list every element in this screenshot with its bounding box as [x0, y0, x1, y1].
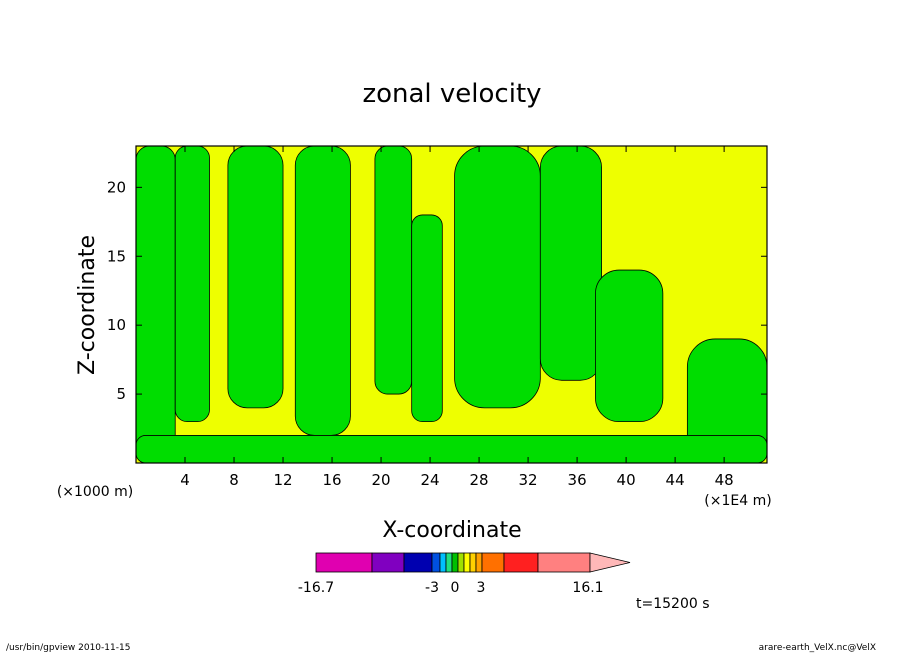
y-tick-label: 15: [107, 247, 126, 265]
colorbar-segment: [457, 552, 465, 573]
colorbar-segment: [475, 552, 483, 573]
colorbar-segment: [451, 552, 459, 573]
colorbar-segment: [481, 552, 505, 573]
x-tick-label: 32: [519, 471, 538, 489]
x-tick-label: 24: [421, 471, 440, 489]
y-tick-label: 20: [107, 178, 126, 196]
contour-region: [374, 146, 413, 395]
colorbar-segment: [537, 552, 591, 573]
colorbar-segment: [315, 552, 373, 573]
colorbar-labels: -16.7 -3 0 3 16.1: [298, 580, 604, 596]
x-tick-label: 48: [715, 471, 734, 489]
colorbar-segment: [371, 552, 405, 573]
colorbar-segment: [469, 552, 477, 573]
colorbar-arrow: [589, 552, 631, 573]
y-axis-label: Z-coordinate: [75, 235, 100, 375]
x-axis-label: X-coordinate: [382, 518, 521, 543]
colorbar-segment: [503, 552, 539, 573]
contour-region: [294, 146, 351, 436]
x-tick-label: 20: [372, 471, 391, 489]
contour-fields: [136, 146, 767, 463]
colorbar-tick-label: 0: [451, 580, 460, 596]
x-tick-label: 8: [229, 471, 239, 489]
colorbar-segment: [431, 552, 441, 573]
x-axis-ticks: 4 8 12 16 20 24 28 32 36 40 44 48: [180, 146, 734, 489]
colorbar-segment: [403, 552, 433, 573]
y-tick-label: 5: [116, 385, 126, 403]
contour-region: [174, 146, 210, 423]
footer-right: arare-earth_VelX.nc@VelX: [759, 643, 876, 653]
colorbar: [315, 552, 631, 573]
contour-region: [454, 146, 541, 409]
x-tick-label: 12: [273, 471, 292, 489]
contour-region: [411, 214, 443, 423]
colorbar-tick-label: -16.7: [298, 580, 334, 596]
colorbar-tick-label: 16.1: [572, 580, 603, 596]
colorbar-segment: [439, 552, 447, 573]
contour-region: [136, 146, 176, 463]
plot-frame: [135, 145, 768, 464]
contour-region: [227, 146, 284, 409]
x-tick-label: 28: [470, 471, 489, 489]
x-tick-label: 4: [180, 471, 190, 489]
chart-title: zonal velocity: [362, 79, 541, 109]
x-tick-label: 36: [568, 471, 587, 489]
contour-region: [595, 269, 664, 423]
y-unit-label: (×1000 m): [57, 484, 133, 500]
contour-region: [539, 146, 602, 381]
colorbar-tick-label: -3: [425, 580, 439, 596]
x-tick-label: 16: [322, 471, 341, 489]
contour-region: [136, 435, 767, 463]
time-label: t=15200 s: [636, 596, 710, 612]
footer-left: /usr/bin/gpview 2010-11-15: [6, 643, 130, 653]
colorbar-segment: [445, 552, 453, 573]
x-unit-label: (×1E4 m): [704, 493, 771, 509]
x-tick-label: 40: [617, 471, 636, 489]
x-tick-label: 44: [666, 471, 685, 489]
colorbar-segment: [463, 552, 471, 573]
y-tick-label: 10: [107, 316, 126, 334]
y-axis-ticks: 5 10 15 20: [107, 178, 767, 403]
colorbar-tick-label: 3: [477, 580, 486, 596]
